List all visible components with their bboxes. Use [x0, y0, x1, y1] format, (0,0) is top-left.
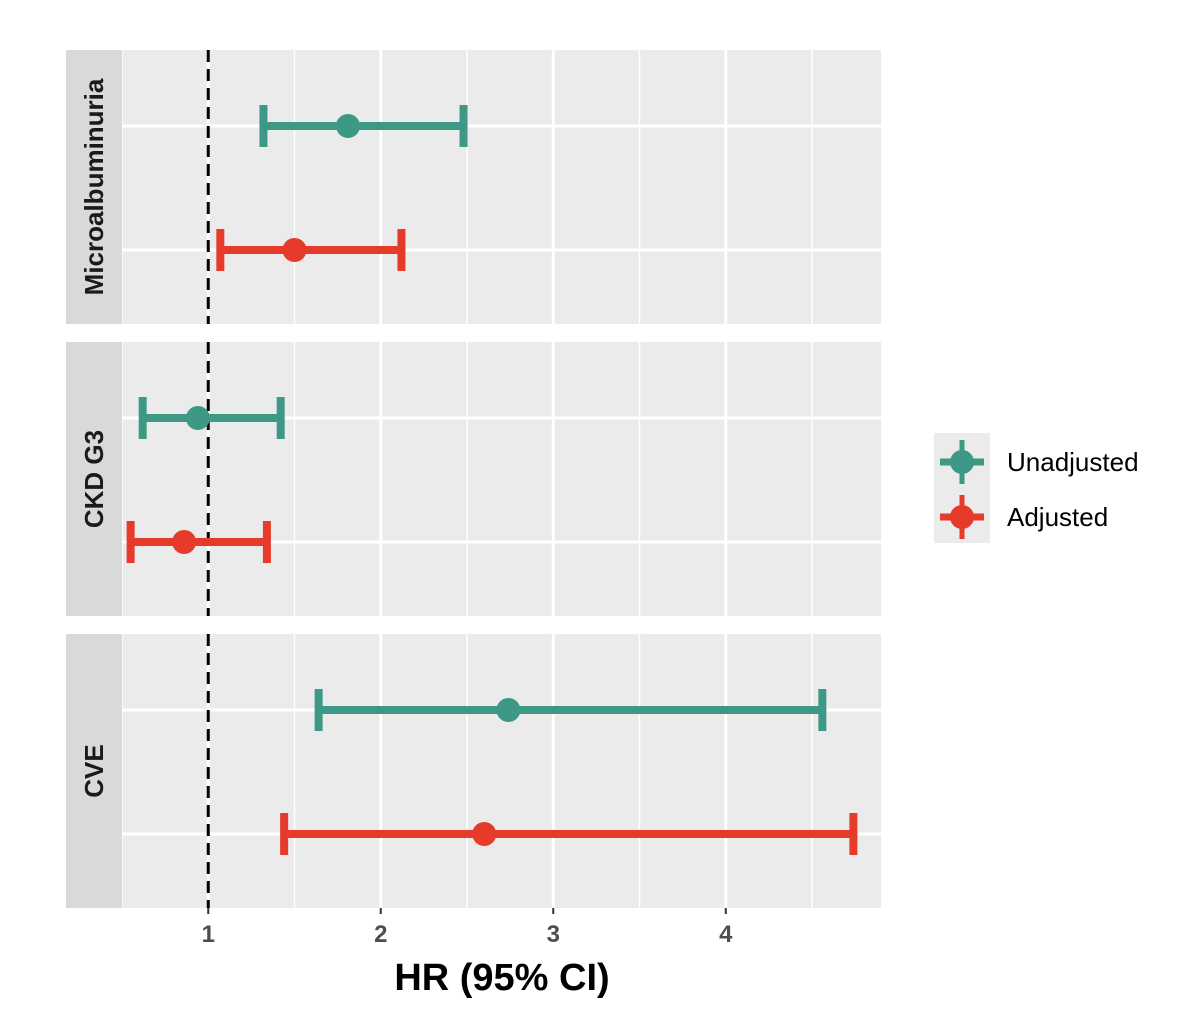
legend-key-point [950, 505, 974, 529]
estimate-row-adjusted [126, 521, 271, 563]
point-estimate [496, 698, 521, 722]
legend-label: Adjusted [1007, 502, 1108, 532]
facet-panels: Microalbuminuria CKD G3 CVE [66, 50, 881, 908]
legend-label: Unadjusted [1007, 447, 1139, 477]
x-tick-label: 1 [202, 921, 215, 948]
estimate-row-unadjusted [314, 689, 827, 731]
point-estimate [472, 822, 497, 846]
facet-strip [66, 634, 122, 908]
facet-label: Microalbuminuria [79, 78, 109, 295]
x-tick-label: 4 [719, 921, 733, 948]
legend: Unadjusted Adjusted [934, 433, 1139, 543]
point-estimate [335, 114, 360, 138]
estimate-row-adjusted [216, 229, 406, 271]
facet-strip [66, 50, 122, 324]
point-estimate [172, 530, 197, 554]
facet-panel-2: CVE [66, 634, 881, 908]
x-axis: 1 2 3 4 [202, 908, 733, 948]
panel-background [122, 634, 881, 908]
facet-panel-1: CKD G3 [66, 342, 881, 616]
facet-strip [66, 342, 122, 616]
point-estimate [185, 406, 210, 430]
panel-background [122, 342, 881, 616]
legend-item-adjusted: Adjusted [940, 495, 1108, 539]
x-axis-title: HR (95% CI) [394, 957, 609, 999]
facet-panel-0: Microalbuminuria [66, 50, 881, 324]
point-estimate [282, 238, 307, 262]
x-tick-label: 3 [547, 921, 560, 948]
legend-key-point [950, 450, 974, 474]
estimate-row-adjusted [280, 813, 858, 855]
facet-label: CVE [79, 744, 109, 797]
estimate-row-unadjusted [259, 105, 468, 147]
facet-label: CKD G3 [79, 430, 109, 528]
estimate-row-unadjusted [138, 397, 285, 439]
x-tick-label: 2 [374, 921, 387, 948]
legend-item-unadjusted: Unadjusted [940, 440, 1139, 484]
panel-background [122, 50, 881, 324]
